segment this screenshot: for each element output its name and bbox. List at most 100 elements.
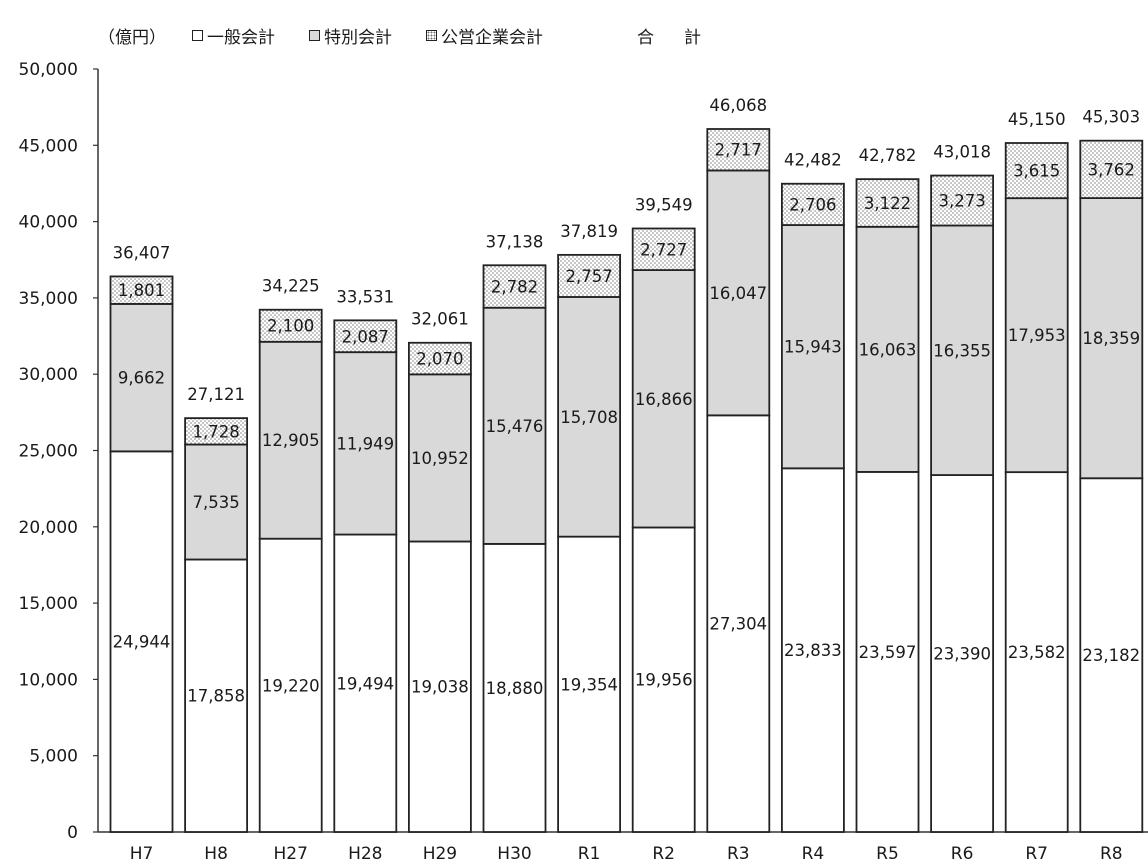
y-tick-label: 35,000 bbox=[19, 289, 78, 309]
label-general: 24,944 bbox=[113, 633, 171, 652]
bar-special bbox=[258, 340, 323, 540]
x-tick-label: H8 bbox=[204, 844, 228, 864]
x-tick-label: R1 bbox=[578, 844, 601, 864]
label-enterprise: 2,070 bbox=[416, 350, 463, 369]
y-tick-label: 45,000 bbox=[19, 136, 78, 156]
label-special: 9,662 bbox=[118, 369, 165, 388]
bar-enterprise bbox=[407, 341, 472, 376]
label-enterprise: 2,782 bbox=[491, 278, 538, 297]
label-enterprise: 3,122 bbox=[864, 194, 911, 213]
x-tick-label: H28 bbox=[348, 844, 382, 864]
label-general: 19,494 bbox=[336, 674, 394, 693]
legend-item-general: 一般会計 bbox=[192, 23, 275, 48]
x-tick-label: R4 bbox=[802, 844, 825, 864]
bar-general bbox=[258, 537, 323, 833]
bar-special bbox=[407, 373, 472, 543]
bar-general bbox=[781, 467, 845, 833]
label-general: 23,833 bbox=[784, 641, 842, 660]
label-enterprise: 1,728 bbox=[192, 422, 239, 441]
x-tick-label: H29 bbox=[423, 844, 457, 864]
legend-label-special: 特別会計 bbox=[324, 27, 392, 48]
label-total: 42,782 bbox=[859, 146, 917, 165]
bar-special bbox=[482, 306, 547, 545]
bar-general bbox=[557, 535, 621, 833]
bar-special bbox=[706, 169, 771, 417]
y-tick-label: 25,000 bbox=[19, 442, 78, 462]
x-tick-label: R8 bbox=[1100, 844, 1123, 864]
label-total: 39,549 bbox=[635, 195, 693, 214]
bars bbox=[109, 128, 1144, 833]
label-enterprise: 2,717 bbox=[715, 141, 762, 160]
label-general: 19,354 bbox=[560, 675, 618, 694]
bar-special bbox=[109, 303, 174, 453]
bar-enterprise bbox=[781, 182, 845, 226]
unit-label: （億円） bbox=[98, 27, 166, 48]
label-total: 46,068 bbox=[709, 96, 767, 115]
label-enterprise: 3,615 bbox=[1013, 162, 1060, 181]
label-total: 36,407 bbox=[113, 243, 171, 262]
label-enterprise: 3,273 bbox=[938, 192, 985, 211]
label-special: 15,943 bbox=[784, 338, 842, 357]
x-tick-label: R7 bbox=[1025, 844, 1048, 864]
legend: 一般会計 特別会計 公営企業会計 合計 bbox=[192, 22, 765, 48]
bar-enterprise bbox=[109, 275, 174, 305]
x-tick-label: H27 bbox=[273, 844, 307, 864]
label-special: 18,359 bbox=[1082, 329, 1140, 348]
y-tick-label: 20,000 bbox=[19, 518, 78, 538]
y-tick-label: 10,000 bbox=[19, 670, 78, 690]
label-general: 23,597 bbox=[859, 643, 917, 662]
label-enterprise: 3,762 bbox=[1088, 160, 1135, 179]
bar-special bbox=[1079, 197, 1144, 480]
legend-item-enterprise: 公営企業会計 bbox=[426, 23, 543, 48]
label-enterprise: 2,727 bbox=[640, 240, 687, 259]
bar-enterprise bbox=[706, 128, 771, 172]
x-tick-label: H7 bbox=[130, 844, 154, 864]
legend-item-special: 特別会計 bbox=[309, 23, 392, 48]
bar-enterprise bbox=[631, 227, 696, 271]
bar-general bbox=[482, 542, 547, 833]
label-special: 16,355 bbox=[933, 341, 991, 360]
x-tick-label: H30 bbox=[497, 844, 531, 864]
bar-general bbox=[706, 414, 771, 833]
legend-swatch-general bbox=[192, 29, 203, 41]
label-special: 11,949 bbox=[336, 434, 394, 453]
legend-swatch-special bbox=[309, 29, 320, 41]
bar-special bbox=[1004, 197, 1069, 474]
legend-item-total: 合計 bbox=[637, 23, 731, 48]
label-total: 45,150 bbox=[1008, 110, 1066, 129]
label-total: 45,303 bbox=[1082, 108, 1140, 127]
label-general: 27,304 bbox=[709, 615, 767, 634]
y-tick-label: 0 bbox=[67, 823, 78, 843]
label-general: 18,880 bbox=[486, 679, 544, 698]
bar-enterprise bbox=[855, 178, 920, 228]
label-special: 16,063 bbox=[859, 340, 917, 359]
bar-enterprise bbox=[482, 264, 547, 309]
bar-special bbox=[184, 443, 249, 561]
legend-label-total: 合計 bbox=[637, 27, 731, 48]
bar-enterprise bbox=[184, 417, 249, 446]
label-enterprise: 2,087 bbox=[342, 327, 389, 346]
label-enterprise: 2,757 bbox=[565, 267, 612, 286]
y-tick-label: 40,000 bbox=[19, 213, 78, 233]
x-tick-label: R3 bbox=[727, 844, 750, 864]
bar-general bbox=[109, 450, 174, 833]
bar-general bbox=[407, 540, 472, 833]
data-labels: 24,944 9,662 1,801 36,407 17,858 7,535 1,728 27… bbox=[113, 96, 1141, 706]
bar-enterprise bbox=[258, 308, 323, 343]
bar-enterprise bbox=[1079, 139, 1144, 199]
label-general: 17,858 bbox=[187, 687, 245, 706]
bar-general bbox=[184, 558, 249, 833]
label-special: 15,708 bbox=[560, 408, 618, 427]
bar-special bbox=[557, 296, 621, 538]
label-total: 42,482 bbox=[784, 151, 842, 170]
label-special: 10,952 bbox=[411, 449, 469, 468]
y-tick-label: 5,000 bbox=[29, 747, 78, 767]
y-tick-label: 15,000 bbox=[19, 594, 78, 614]
bar-general bbox=[1079, 477, 1144, 833]
label-special: 16,047 bbox=[709, 284, 767, 303]
label-special: 15,476 bbox=[486, 417, 544, 436]
label-general: 19,220 bbox=[262, 676, 320, 695]
legend-swatch-enterprise bbox=[426, 29, 437, 41]
x-tick-label: R5 bbox=[876, 844, 899, 864]
label-total: 32,061 bbox=[411, 310, 469, 329]
